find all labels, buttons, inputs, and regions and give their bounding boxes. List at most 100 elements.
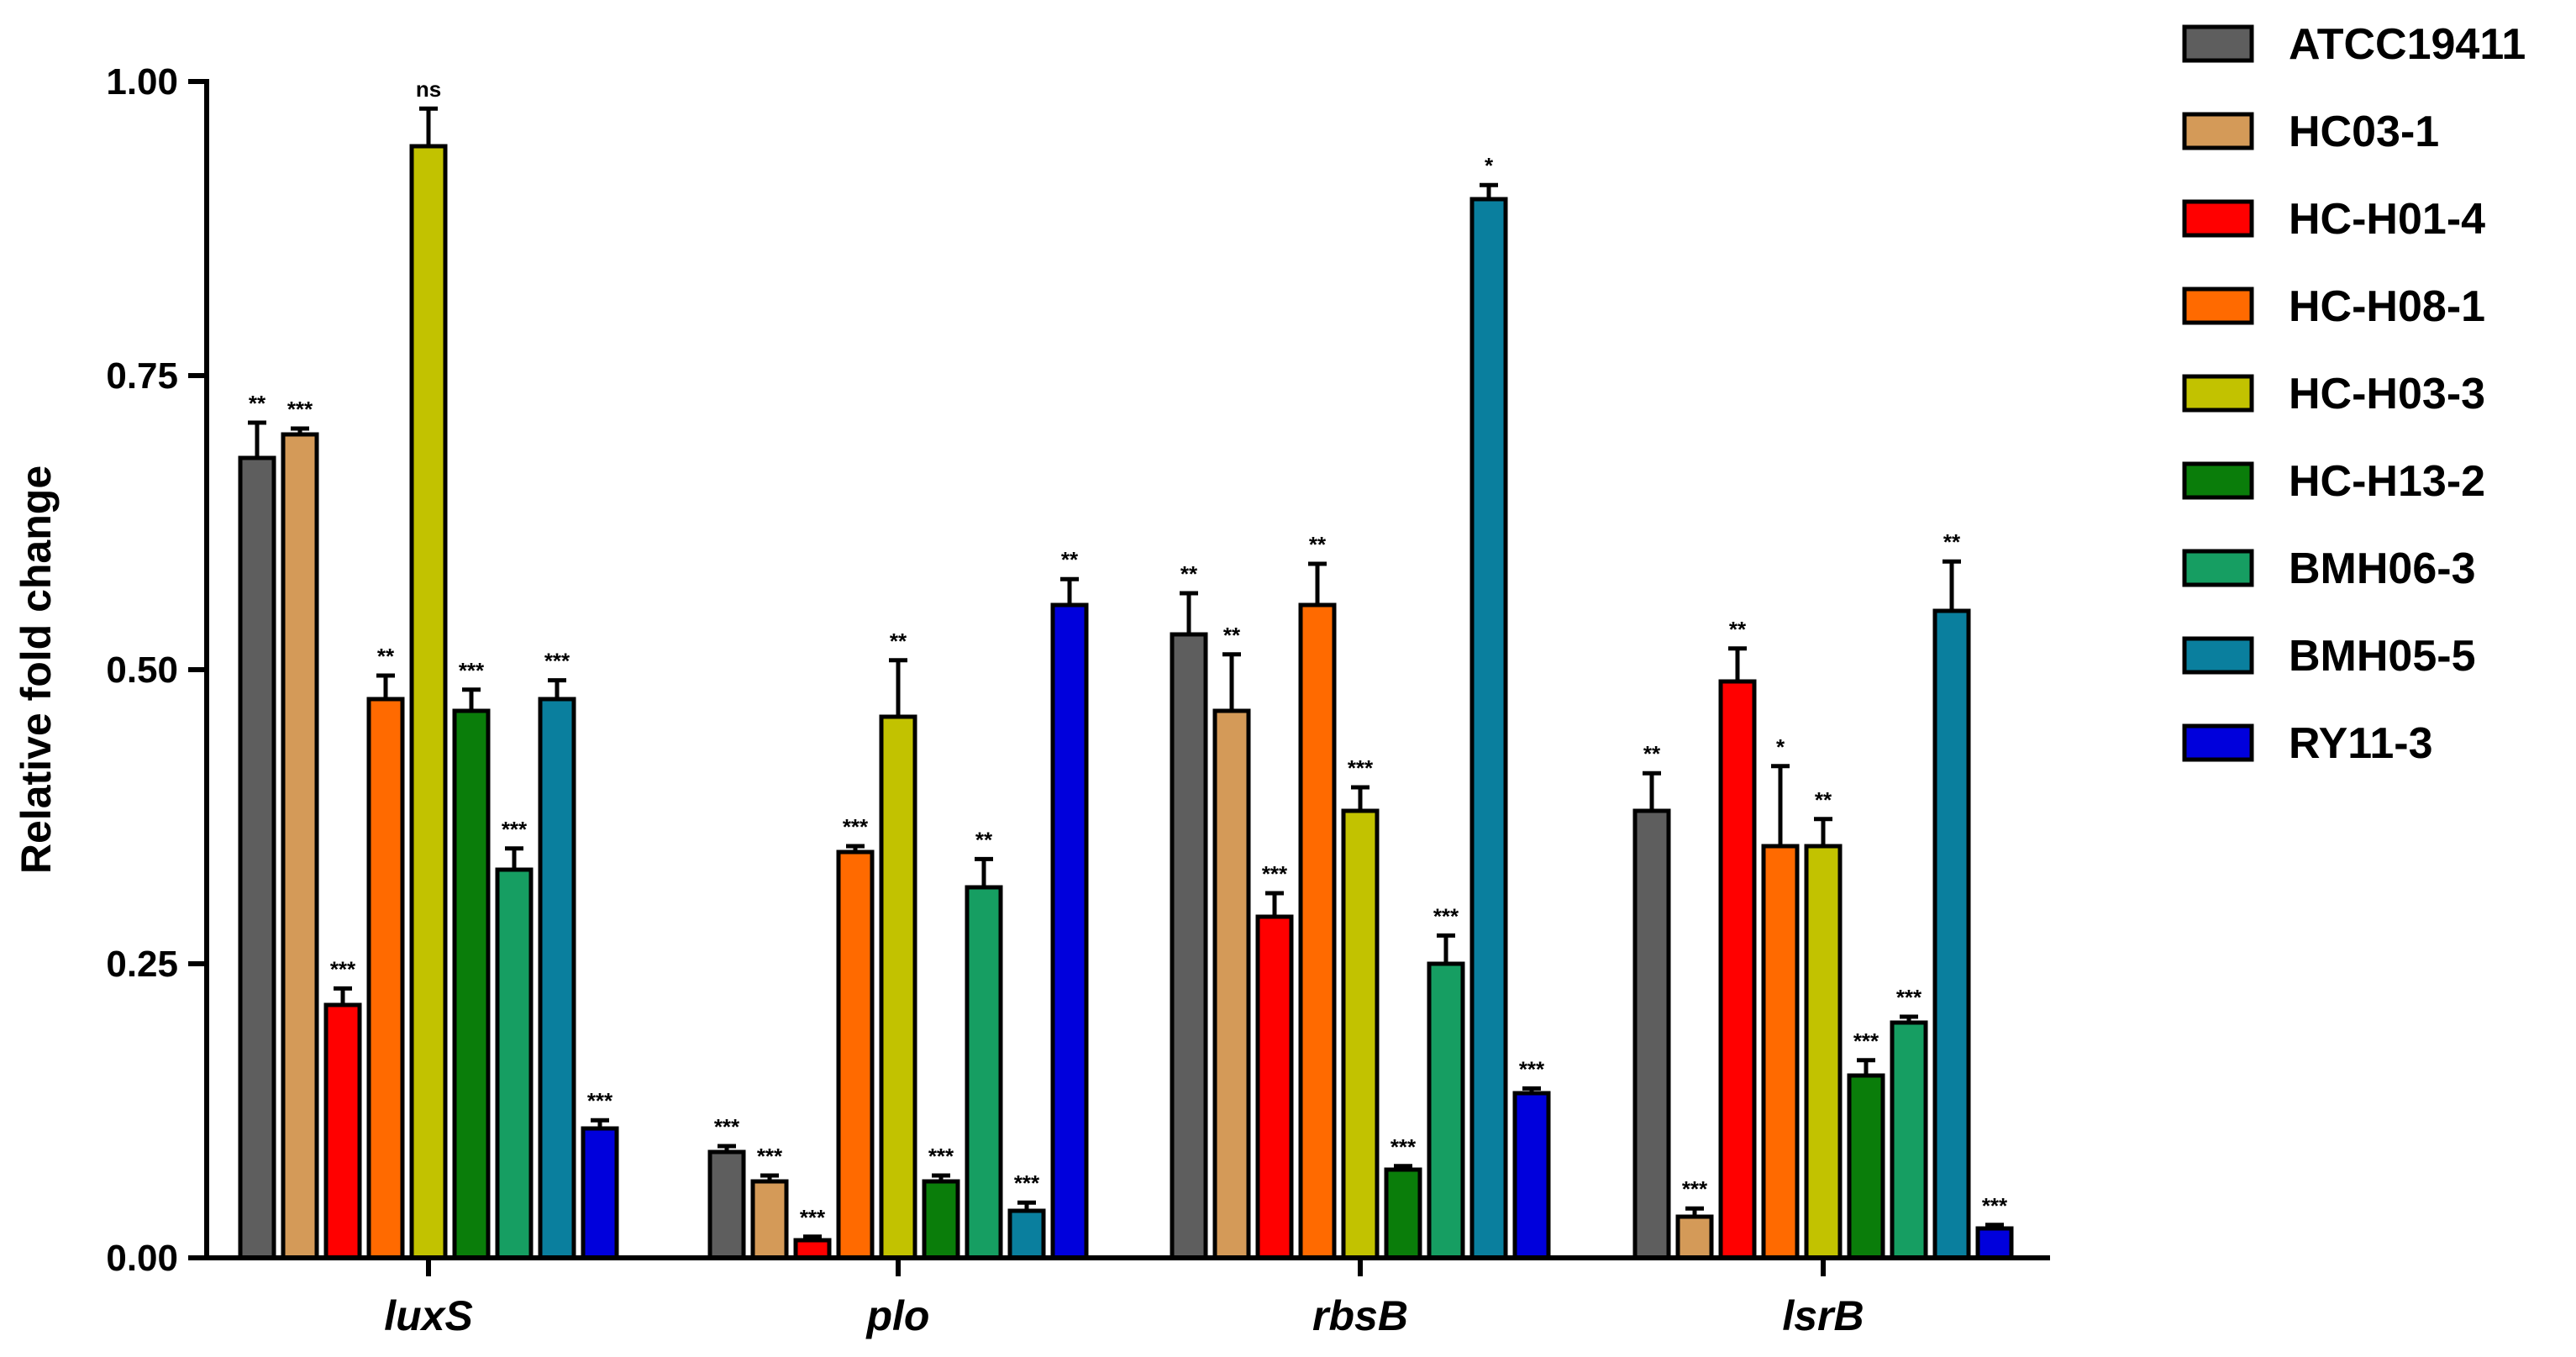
bar [1050,602,1089,1260]
bar [1890,1020,1928,1260]
bar [965,885,1003,1260]
significance-label: *** [928,1144,954,1169]
bar [750,1179,789,1260]
bar [1675,1214,1714,1260]
significance-label: ** [1309,532,1327,557]
legend-swatch [2182,723,2254,762]
significance-label: *** [1896,985,1922,1010]
legend-swatch [2182,287,2254,325]
legend-swatch [2182,112,2254,150]
significance-label: *** [757,1144,783,1169]
significance-label: *** [1853,1028,1879,1054]
y-tick-label: 0.25 [106,944,178,985]
bar [1632,808,1671,1260]
significance-label: *** [1433,903,1459,928]
bar [1341,808,1380,1260]
legend-label: RY11-3 [2289,719,2433,768]
bars-layer: ** ********ns****************************… [238,76,2014,1260]
bar [1255,914,1294,1260]
bar [238,455,276,1260]
significance-label: *** [800,1205,826,1230]
bar [1007,1208,1046,1260]
bar [1847,1073,1885,1260]
bar [581,1126,619,1260]
significance-label: ** [377,644,395,669]
legend-swatch [2182,374,2254,413]
y-tick-label: 0.50 [106,650,178,691]
bar [1427,961,1465,1260]
significance-label: *** [1262,861,1288,886]
significance-label: *** [502,817,528,842]
bar [538,697,576,1260]
significance-label: *** [1519,1056,1545,1081]
bar [707,1149,746,1260]
legend-label: HC-H01-4 [2289,195,2485,244]
legend: ATCC19411 HC03-1 HC-H01-4 HC-H08-1 HC-H03-3 H… [2182,20,2526,768]
significance-label: ** [890,629,907,654]
significance-label: *** [287,397,313,422]
x-tick-label: rbsB [1312,1292,1408,1339]
x-tick-label: luxS [384,1292,473,1339]
significance-label: ** [1223,623,1241,648]
significance-label: *** [544,649,570,674]
significance-label: *** [459,658,485,683]
bar [793,1238,832,1260]
bar [1170,632,1208,1260]
significance-label: *** [714,1114,740,1139]
bar [836,849,875,1260]
legend-label: HC-H03-3 [2289,370,2485,418]
bar [922,1179,960,1260]
significance-label: * [1485,153,1494,178]
bar [1469,197,1508,1260]
significance-label: *** [1391,1134,1417,1160]
x-tick-label: lsrB [1782,1292,1864,1339]
bar [1298,602,1337,1260]
legend-label: BMH06-3 [2289,544,2476,593]
legend-swatch [2182,199,2254,238]
legend-label: BMH05-5 [2289,632,2476,681]
bar [1512,1091,1551,1260]
y-tick-label: 0.75 [106,355,178,397]
bar [366,697,405,1260]
axes-layer: 0.00 0.25 0.50 0.75 1.00 luxS plo rbsB lsrB Relat… [13,61,2050,1339]
significance-label: ** [1061,547,1079,572]
significance-label: ** [249,391,266,416]
x-tick-label: plo [865,1292,930,1339]
significance-label: ** [1643,741,1661,766]
bar [323,1002,362,1260]
legend-label: HC03-1 [2289,108,2439,156]
bar [495,867,534,1260]
significance-label: ** [1815,787,1832,813]
bar [452,708,491,1260]
significance-label: * [1776,734,1785,760]
significance-label: ** [1943,529,1961,555]
significance-label: ns [416,76,441,102]
significance-label: ** [1729,617,1747,642]
significance-label: *** [330,956,356,981]
significance-label: *** [1982,1193,2008,1218]
significance-label: ** [1180,561,1198,586]
significance-label: *** [1348,755,1374,781]
legend-swatch [2182,24,2254,63]
bar [1761,844,1800,1260]
significance-label: *** [587,1088,613,1113]
significance-label: *** [1014,1170,1040,1196]
bar [1384,1167,1422,1260]
bar [409,144,448,1260]
legend-swatch [2182,636,2254,675]
significance-label: ** [975,827,993,852]
significance-label: *** [1682,1176,1708,1202]
significance-label: *** [843,814,869,839]
y-tick-label: 0.00 [106,1238,178,1279]
y-tick-label: 1.00 [106,61,178,103]
legend-swatch [2182,549,2254,587]
bar [1804,844,1843,1260]
bar [879,714,917,1260]
y-axis-title: Relative fold change [13,465,60,874]
legend-label: HC-H08-1 [2289,282,2485,331]
legend-label: HC-H13-2 [2289,457,2485,506]
bar [1212,708,1251,1260]
bar [1975,1226,2014,1260]
